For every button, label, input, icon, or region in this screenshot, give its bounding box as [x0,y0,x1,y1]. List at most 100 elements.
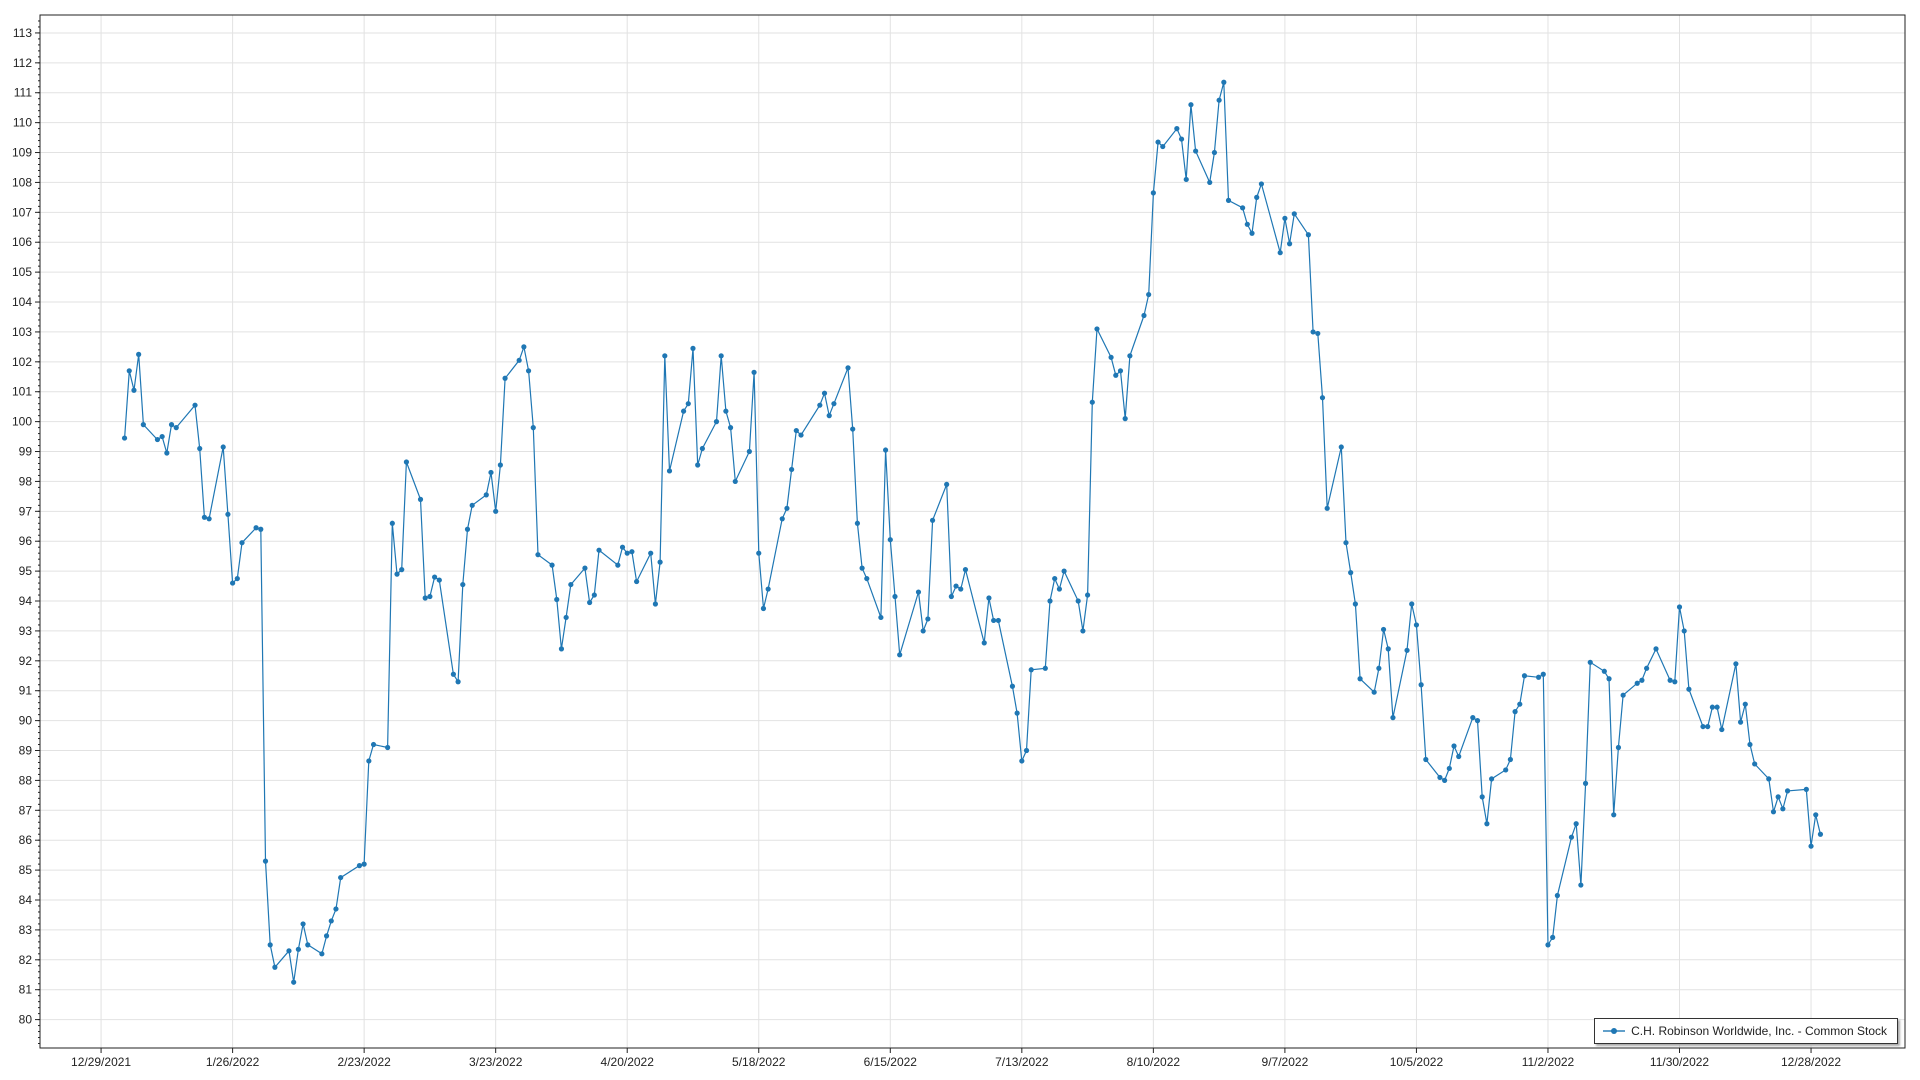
data-point [986,595,992,601]
data-point [1221,79,1227,85]
data-point [1282,215,1288,221]
y-tick-label: 113 [13,26,32,40]
legend-label: C.H. Robinson Worldwide, Inc. - Common S… [1631,1024,1887,1038]
data-point [1770,809,1777,815]
data-point [1535,674,1542,680]
y-tick-label: 97 [19,504,33,518]
data-point [1521,673,1528,679]
data-point [1061,568,1067,574]
data-point [1813,812,1819,818]
data-point [723,408,729,414]
y-tick-label: 109 [12,146,32,160]
data-point [1376,665,1382,671]
data-point [1240,205,1246,211]
data-point [535,552,541,558]
data-point [878,614,884,621]
data-point [953,583,959,589]
data-point [1080,628,1086,634]
y-axis: 80 81 82 83 84 85 86 87 88 89 90 91 92 93 94 95 96 97 98 99… [12,20,40,1045]
data-point [521,344,527,350]
data-point [1225,197,1232,203]
data-point [657,559,663,565]
data-point [1258,181,1265,187]
data-point [1338,444,1344,450]
x-tick-label: 10/5/2022 [1390,1055,1444,1069]
data-point [925,616,931,622]
data-point [173,425,179,431]
data-point [699,445,705,452]
data-point [1150,190,1156,196]
data-point [1183,176,1189,183]
data-point [1211,149,1218,156]
data-point [286,948,292,954]
y-tick-label: 83 [19,923,33,937]
data-point [417,496,424,502]
data-point [779,516,785,522]
data-point [634,578,640,585]
data-point [272,964,278,970]
data-point [1554,892,1560,899]
data-point [1451,743,1457,749]
data-point [629,549,635,555]
y-tick-label: 96 [19,534,33,548]
data-point [1644,665,1650,671]
data-point [845,365,851,371]
data-point [1380,626,1387,633]
data-point [892,593,898,600]
data-point [338,874,344,881]
data-point [648,550,654,556]
data-point [1766,776,1772,782]
data-point [1404,647,1410,653]
data-point [662,353,668,359]
data-point [1141,312,1147,319]
data-point [197,445,203,452]
data-point [1456,753,1462,760]
data-point [1479,794,1485,800]
data-point [596,547,602,553]
data-point [389,520,395,526]
y-tick-label: 99 [19,445,33,459]
y-tick-label: 100 [12,415,32,429]
plot-frame [39,14,1906,1049]
y-tick-label: 85 [19,863,33,877]
data-point [1653,646,1659,652]
data-point [460,581,466,588]
y-tick-label: 81 [19,983,33,997]
data-point [1174,126,1180,132]
x-tick-label: 12/28/2022 [1781,1055,1841,1069]
data-point [1742,701,1748,707]
data-point [1578,882,1584,888]
data-point [591,592,597,598]
data-point [859,565,865,571]
data-point [1315,330,1321,337]
data-point [821,390,828,396]
data-point [356,863,363,869]
data-point [333,906,339,912]
data-point [732,478,738,485]
x-tick-label: 3/23/2022 [469,1055,523,1069]
data-point [1573,821,1579,827]
data-point [291,979,297,985]
x-tick-label: 5/18/2022 [732,1055,786,1069]
data-point [1681,628,1687,634]
data-point [258,526,264,532]
data-point [897,652,903,658]
data-point [1122,416,1128,422]
data-point [920,628,926,634]
data-point [1056,586,1063,592]
data-point [619,544,626,550]
data-point [530,425,536,431]
legend-line-marker-icon [1603,1026,1626,1036]
data-point [1568,834,1575,840]
data-point [1606,676,1612,682]
data-point [192,402,198,408]
series-line [121,79,1824,985]
y-tick-label: 87 [19,803,33,817]
data-point [1719,726,1725,733]
y-tick-label: 80 [19,1013,33,1027]
data-point [1028,667,1034,673]
y-tick-label: 105 [12,265,32,279]
x-tick-label: 6/15/2022 [864,1055,918,1069]
data-point [1550,934,1556,940]
y-tick-label: 84 [19,893,33,907]
